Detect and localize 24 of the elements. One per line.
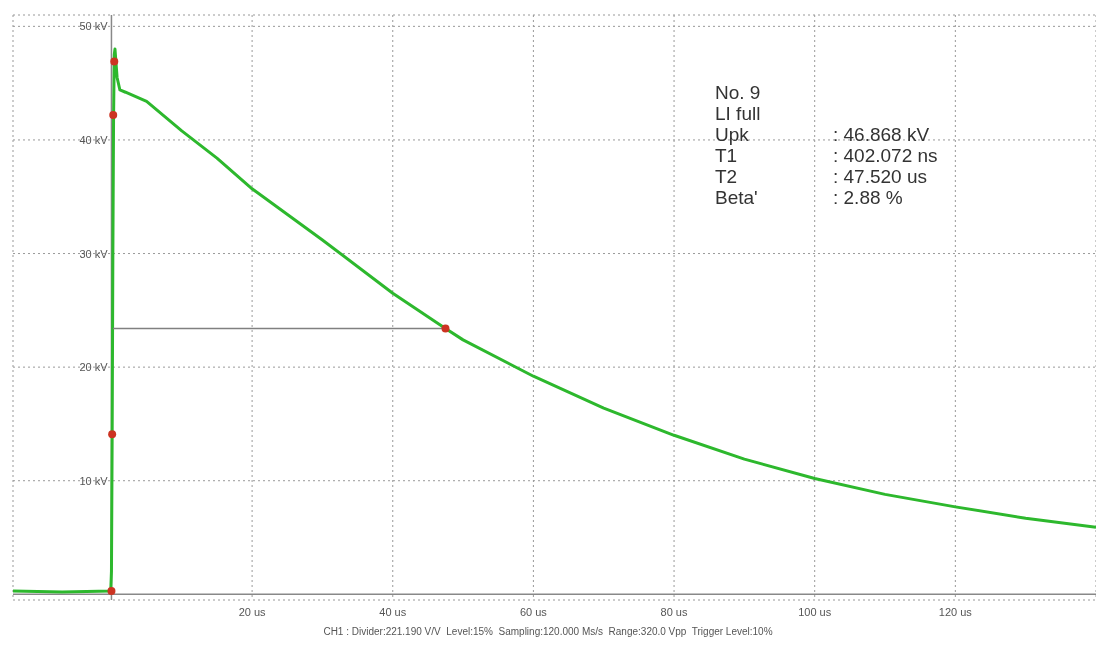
point <box>107 586 116 595</box>
y-tick-label: 50 kV <box>79 20 109 33</box>
text: T2 : 47.520 us <box>715 166 928 187</box>
text: CH1 : Divider:221.190 V/V Level:15% Sampling:120.000 Ms/s Range:320.0 Vpp Trigger Level:10% <box>322 626 774 637</box>
x-tick-label: 20 us <box>238 605 267 618</box>
text: T1 : 402.072 ns <box>715 145 938 166</box>
line-series <box>13 47 1096 594</box>
y-tick-label: 20 kV <box>79 361 109 374</box>
x-tick-label: 100 us <box>798 605 832 618</box>
point <box>108 430 117 439</box>
y-tick-label: 30 kV <box>79 247 109 260</box>
point <box>109 110 118 119</box>
annotation: LI full <box>715 103 762 124</box>
y-tick-label: 40 kV <box>79 133 109 146</box>
text: Upk : 46.868 kV <box>715 124 930 145</box>
x-tick-label: 120 us <box>938 605 973 618</box>
y-tick-label: 10 kV <box>79 474 109 487</box>
annotation: No. 9 <box>715 82 762 103</box>
x-tick-label: 60 us <box>519 605 548 618</box>
point <box>110 57 119 66</box>
point <box>441 324 450 333</box>
x-tick-label: 40 us <box>379 605 407 618</box>
text: Beta' : 2.88 % <box>715 187 903 208</box>
x-tick-label: 80 us <box>660 605 688 618</box>
